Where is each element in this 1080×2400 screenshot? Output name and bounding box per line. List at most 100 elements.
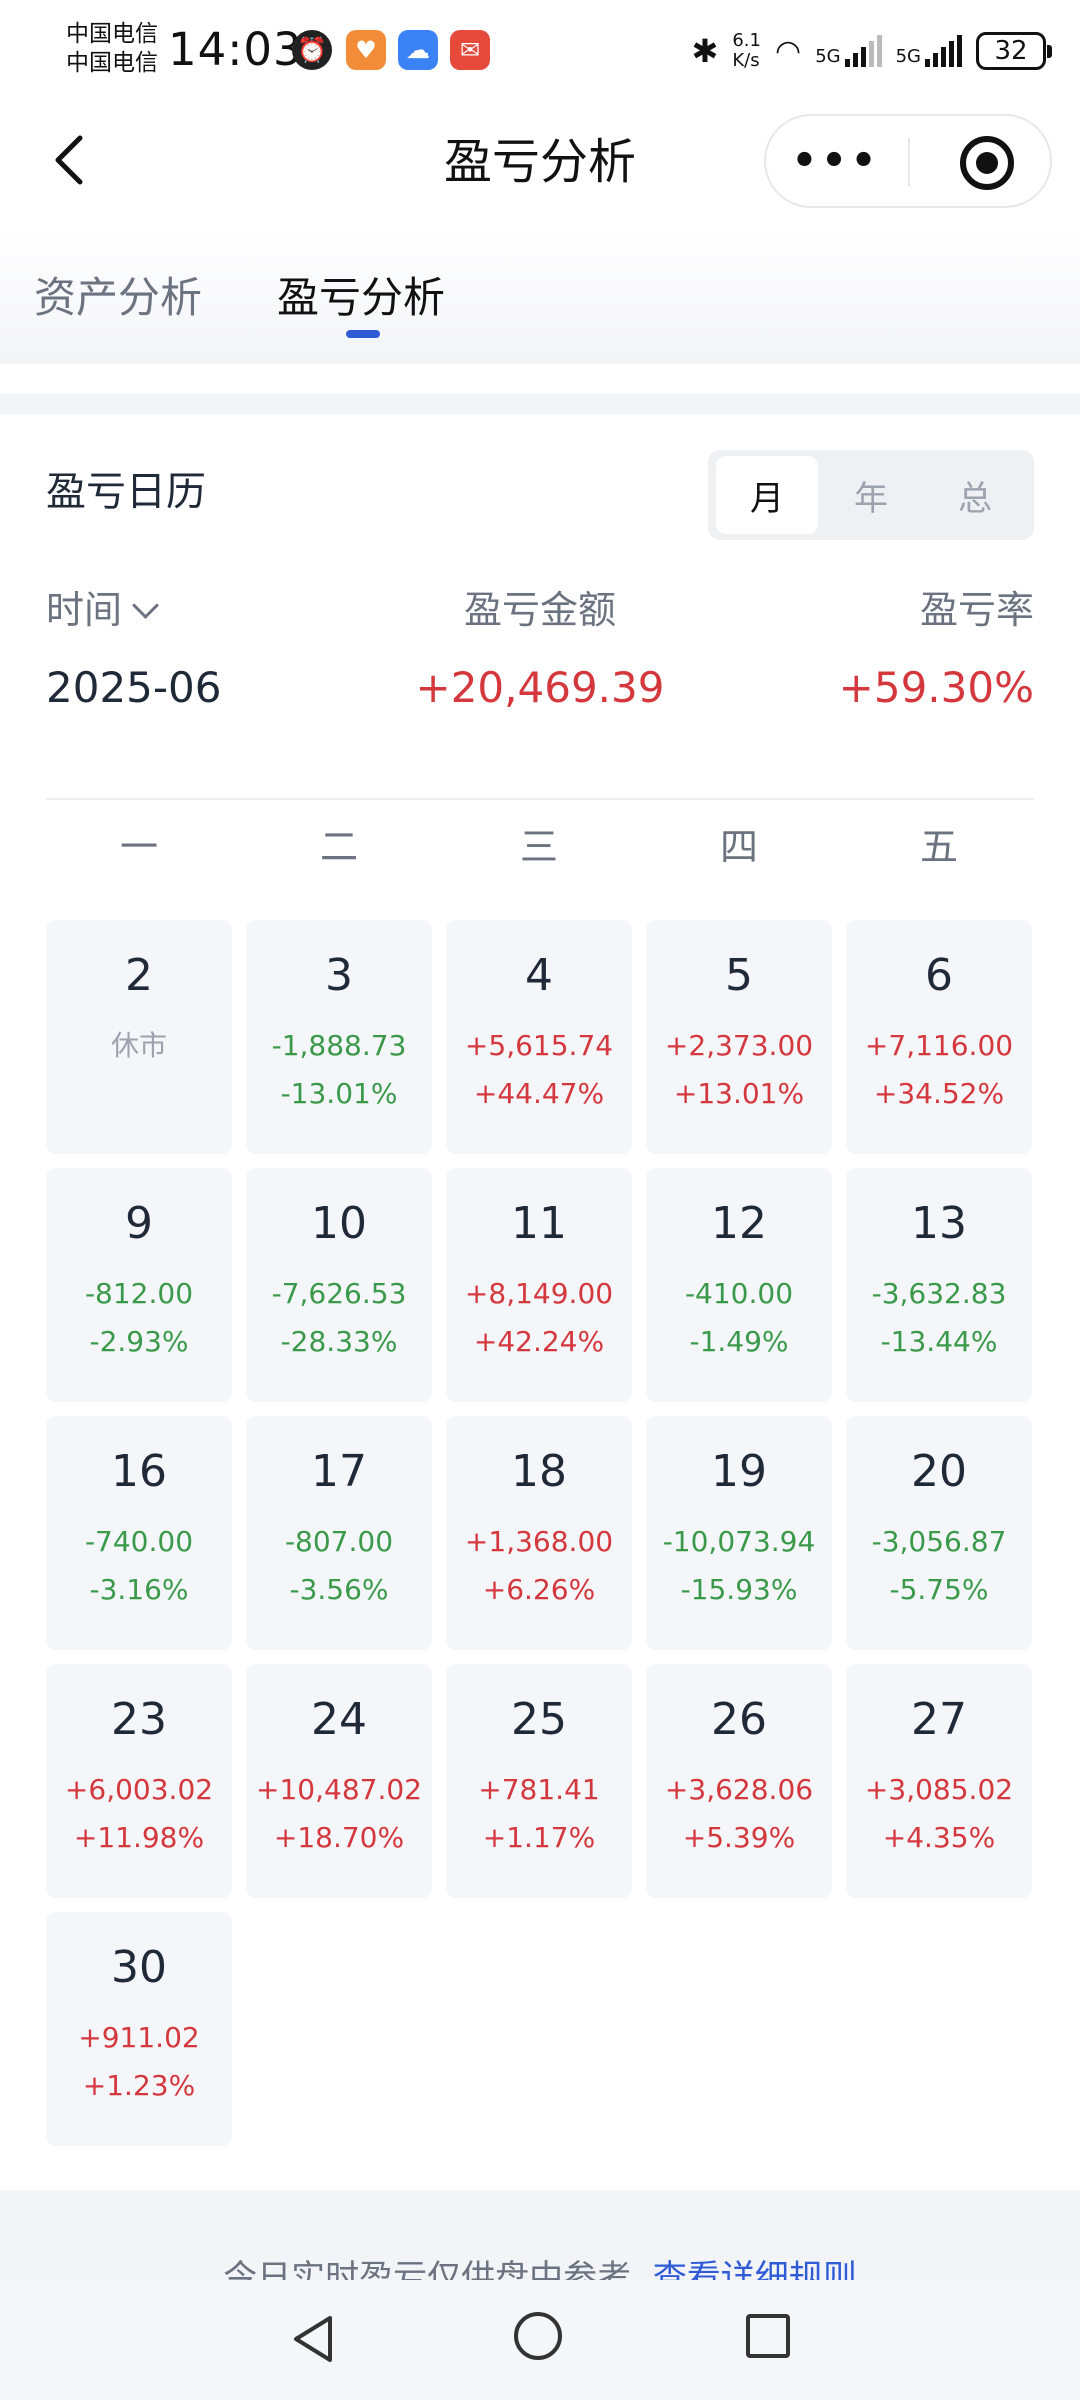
weekday-label: 五 — [919, 825, 958, 869]
net-speed: 6.1 K/s — [732, 30, 761, 71]
day-number: 17 — [311, 1446, 367, 1497]
calendar-day-cell[interactable]: 17 -807.00 -3.56% — [246, 1416, 432, 1650]
day-rate: +5.39% — [682, 1821, 796, 1854]
amount-label: 盈亏金额 — [463, 588, 616, 632]
spacer — [0, 364, 1080, 394]
calendar-day-cell[interactable]: 20 -3,056.87 -5.75% — [846, 1416, 1032, 1650]
bluetooth-icon: ✱ — [691, 32, 719, 70]
navigation-bar: 盈亏分析 ••• — [0, 100, 1080, 228]
calendar-day-cell[interactable]: 12 -410.00 -1.49% — [646, 1168, 832, 1402]
day-rate: +1.17% — [482, 1821, 596, 1854]
calendar-day-cell[interactable]: 11 +8,149.00 +42.24% — [446, 1168, 632, 1402]
day-rate: +13.01% — [673, 1077, 805, 1110]
red-envelope-icon: ✉ — [450, 30, 490, 70]
day-rate: +1.23% — [82, 2069, 196, 2102]
more-button[interactable]: ••• — [791, 138, 881, 184]
system-navigation-bar — [0, 2280, 1080, 2400]
day-amount: +10,487.02 — [256, 1773, 422, 1806]
footer-note: 今日实时盈亏仅供盘中参考 查看详细规则 — [0, 2256, 1080, 2282]
day-number: 18 — [511, 1446, 567, 1497]
day-amount: -807.00 — [284, 1525, 394, 1558]
day-rate: +44.47% — [473, 1077, 605, 1110]
wifi-icon: ◠ — [775, 33, 802, 69]
day-number: 12 — [711, 1198, 767, 1249]
calendar-day-cell[interactable]: 19 -10,073.94 -15.93% — [646, 1416, 832, 1650]
day-rate: +42.24% — [473, 1325, 605, 1358]
chevron-left-icon — [55, 135, 83, 185]
calendar-day-cell[interactable]: 26 +3,628.06 +5.39% — [646, 1664, 832, 1898]
day-number: 30 — [111, 1942, 167, 1993]
time-label: 时间 — [46, 588, 123, 632]
tab-pnl-analysis[interactable]: 盈亏分析 — [277, 273, 446, 322]
calendar-day-cell[interactable]: 24 +10,487.02 +18.70% — [246, 1664, 432, 1898]
calendar-day-cell[interactable]: 2 休市 — [46, 920, 232, 1154]
day-amount: +7,116.00 — [864, 1029, 1014, 1062]
day-number: 10 — [311, 1198, 367, 1249]
day-number: 2 — [125, 950, 153, 1001]
time-selector[interactable]: 时间 — [46, 584, 159, 636]
pnl-calendar-card: 盈亏日历 月 年 总 时间 盈亏金额 盈亏率 2025-06 +20,469.3… — [0, 414, 1080, 2190]
weekday-label: 一 — [119, 825, 158, 869]
calendar-day-cell[interactable]: 30 +911.02 +1.23% — [46, 1912, 232, 2146]
alarm-icon: ⏰ — [292, 30, 332, 70]
calendar-day-cell[interactable]: 4 +5,615.74 +44.47% — [446, 920, 632, 1154]
calendar-day-cell[interactable]: 16 -740.00 -3.16% — [46, 1416, 232, 1650]
system-home-icon[interactable] — [514, 2312, 562, 2360]
calendar-day-cell[interactable]: 27 +3,085.02 +4.35% — [846, 1664, 1032, 1898]
calendar-day-cell[interactable]: 5 +2,373.00 +13.01% — [646, 920, 832, 1154]
calendar-day-cell[interactable]: 25 +781.41 +1.17% — [446, 1664, 632, 1898]
capsule-divider — [908, 138, 910, 186]
day-amount: 休市 — [110, 1029, 167, 1062]
day-amount: -1,888.73 — [271, 1029, 407, 1062]
day-rate: -3.56% — [289, 1573, 389, 1606]
day-number: 6 — [925, 950, 953, 1001]
calendar-day-cell[interactable]: 9 -812.00 -2.93% — [46, 1168, 232, 1402]
calendar-day-cell[interactable]: 10 -7,626.53 -28.33% — [246, 1168, 432, 1402]
day-number: 24 — [311, 1694, 367, 1745]
day-amount: +2,373.00 — [664, 1029, 814, 1062]
status-bar: 中国电信 中国电信 14:03 ⏰ ♥ ☁ ✉ ✱ 6.1 K/s ◠ 5G 5… — [0, 0, 1080, 100]
day-number: 9 — [125, 1198, 153, 1249]
segment-month[interactable]: 月 — [716, 456, 818, 534]
period-segmented-control: 月 年 总 — [708, 450, 1034, 540]
day-amount: +3,628.06 — [664, 1773, 814, 1806]
close-miniprogram-button[interactable] — [960, 136, 1014, 190]
day-rate: -15.93% — [680, 1573, 798, 1606]
segment-total[interactable]: 总 — [958, 478, 992, 519]
day-amount: -740.00 — [84, 1525, 194, 1558]
calendar-day-cell[interactable]: 23 +6,003.02 +11.98% — [46, 1664, 232, 1898]
back-button[interactable] — [40, 130, 100, 190]
signal-5g-1: 5G — [815, 35, 882, 67]
day-amount: +6,003.02 — [64, 1773, 214, 1806]
battery-indicator: 32 — [976, 32, 1052, 70]
tab-asset-analysis[interactable]: 资产分析 — [34, 273, 203, 322]
cloud-icon: ☁ — [398, 30, 438, 70]
section-separator — [0, 394, 1080, 414]
total-amount: +20,469.39 — [415, 663, 665, 712]
period-value: 2025-06 — [46, 663, 222, 712]
day-number: 26 — [711, 1694, 767, 1745]
tab-bar: 资产分析 盈亏分析 — [0, 228, 1080, 364]
segment-year[interactable]: 年 — [854, 478, 888, 519]
day-amount: +5,615.74 — [464, 1029, 614, 1062]
day-rate: -2.93% — [89, 1325, 189, 1358]
calendar-day-cell[interactable]: 6 +7,116.00 +34.52% — [846, 920, 1032, 1154]
active-tab-indicator — [346, 330, 380, 338]
day-rate: +34.52% — [873, 1077, 1005, 1110]
day-amount: -3,056.87 — [871, 1525, 1007, 1558]
calendar-day-cell[interactable]: 3 -1,888.73 -13.01% — [246, 920, 432, 1154]
detail-rules-link[interactable]: 查看详细规则 — [652, 2258, 857, 2282]
calendar-day-cell[interactable]: 18 +1,368.00 +6.26% — [446, 1416, 632, 1650]
day-amount: +781.41 — [478, 1773, 600, 1806]
rate-label: 盈亏率 — [919, 588, 1034, 632]
day-amount: -10,073.94 — [662, 1525, 816, 1558]
day-amount: -3,632.83 — [871, 1277, 1007, 1310]
system-recents-icon[interactable] — [746, 2314, 790, 2358]
total-rate: +59.30% — [838, 663, 1034, 712]
weekday-label: 四 — [719, 825, 758, 869]
day-number: 16 — [111, 1446, 167, 1497]
calendar-day-cell[interactable]: 13 -3,632.83 -13.44% — [846, 1168, 1032, 1402]
system-back-icon[interactable] — [290, 2314, 336, 2364]
day-number: 4 — [525, 950, 553, 1001]
day-rate: -3.16% — [89, 1573, 189, 1606]
